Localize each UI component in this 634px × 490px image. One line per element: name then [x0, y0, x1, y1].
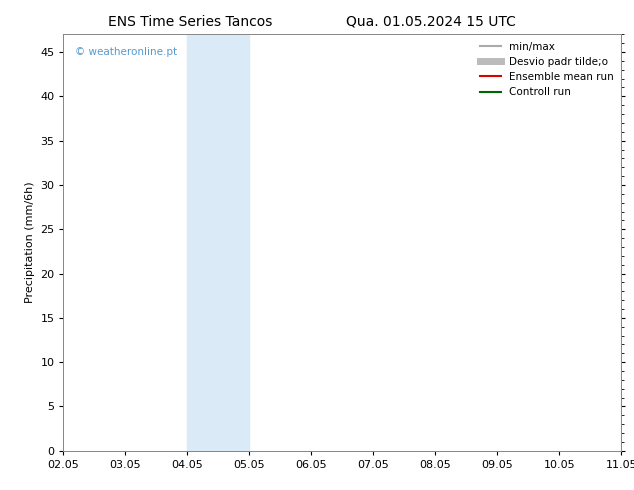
Bar — [621, 34, 634, 451]
Legend: min/max, Desvio padr tilde;o, Ensemble mean run, Controll run: min/max, Desvio padr tilde;o, Ensemble m… — [476, 37, 618, 101]
Text: ENS Time Series Tancos: ENS Time Series Tancos — [108, 15, 273, 29]
Bar — [188, 34, 249, 451]
Text: © weatheronline.pt: © weatheronline.pt — [75, 47, 177, 57]
Text: Qua. 01.05.2024 15 UTC: Qua. 01.05.2024 15 UTC — [346, 15, 516, 29]
Y-axis label: Precipitation (mm/6h): Precipitation (mm/6h) — [25, 182, 35, 303]
